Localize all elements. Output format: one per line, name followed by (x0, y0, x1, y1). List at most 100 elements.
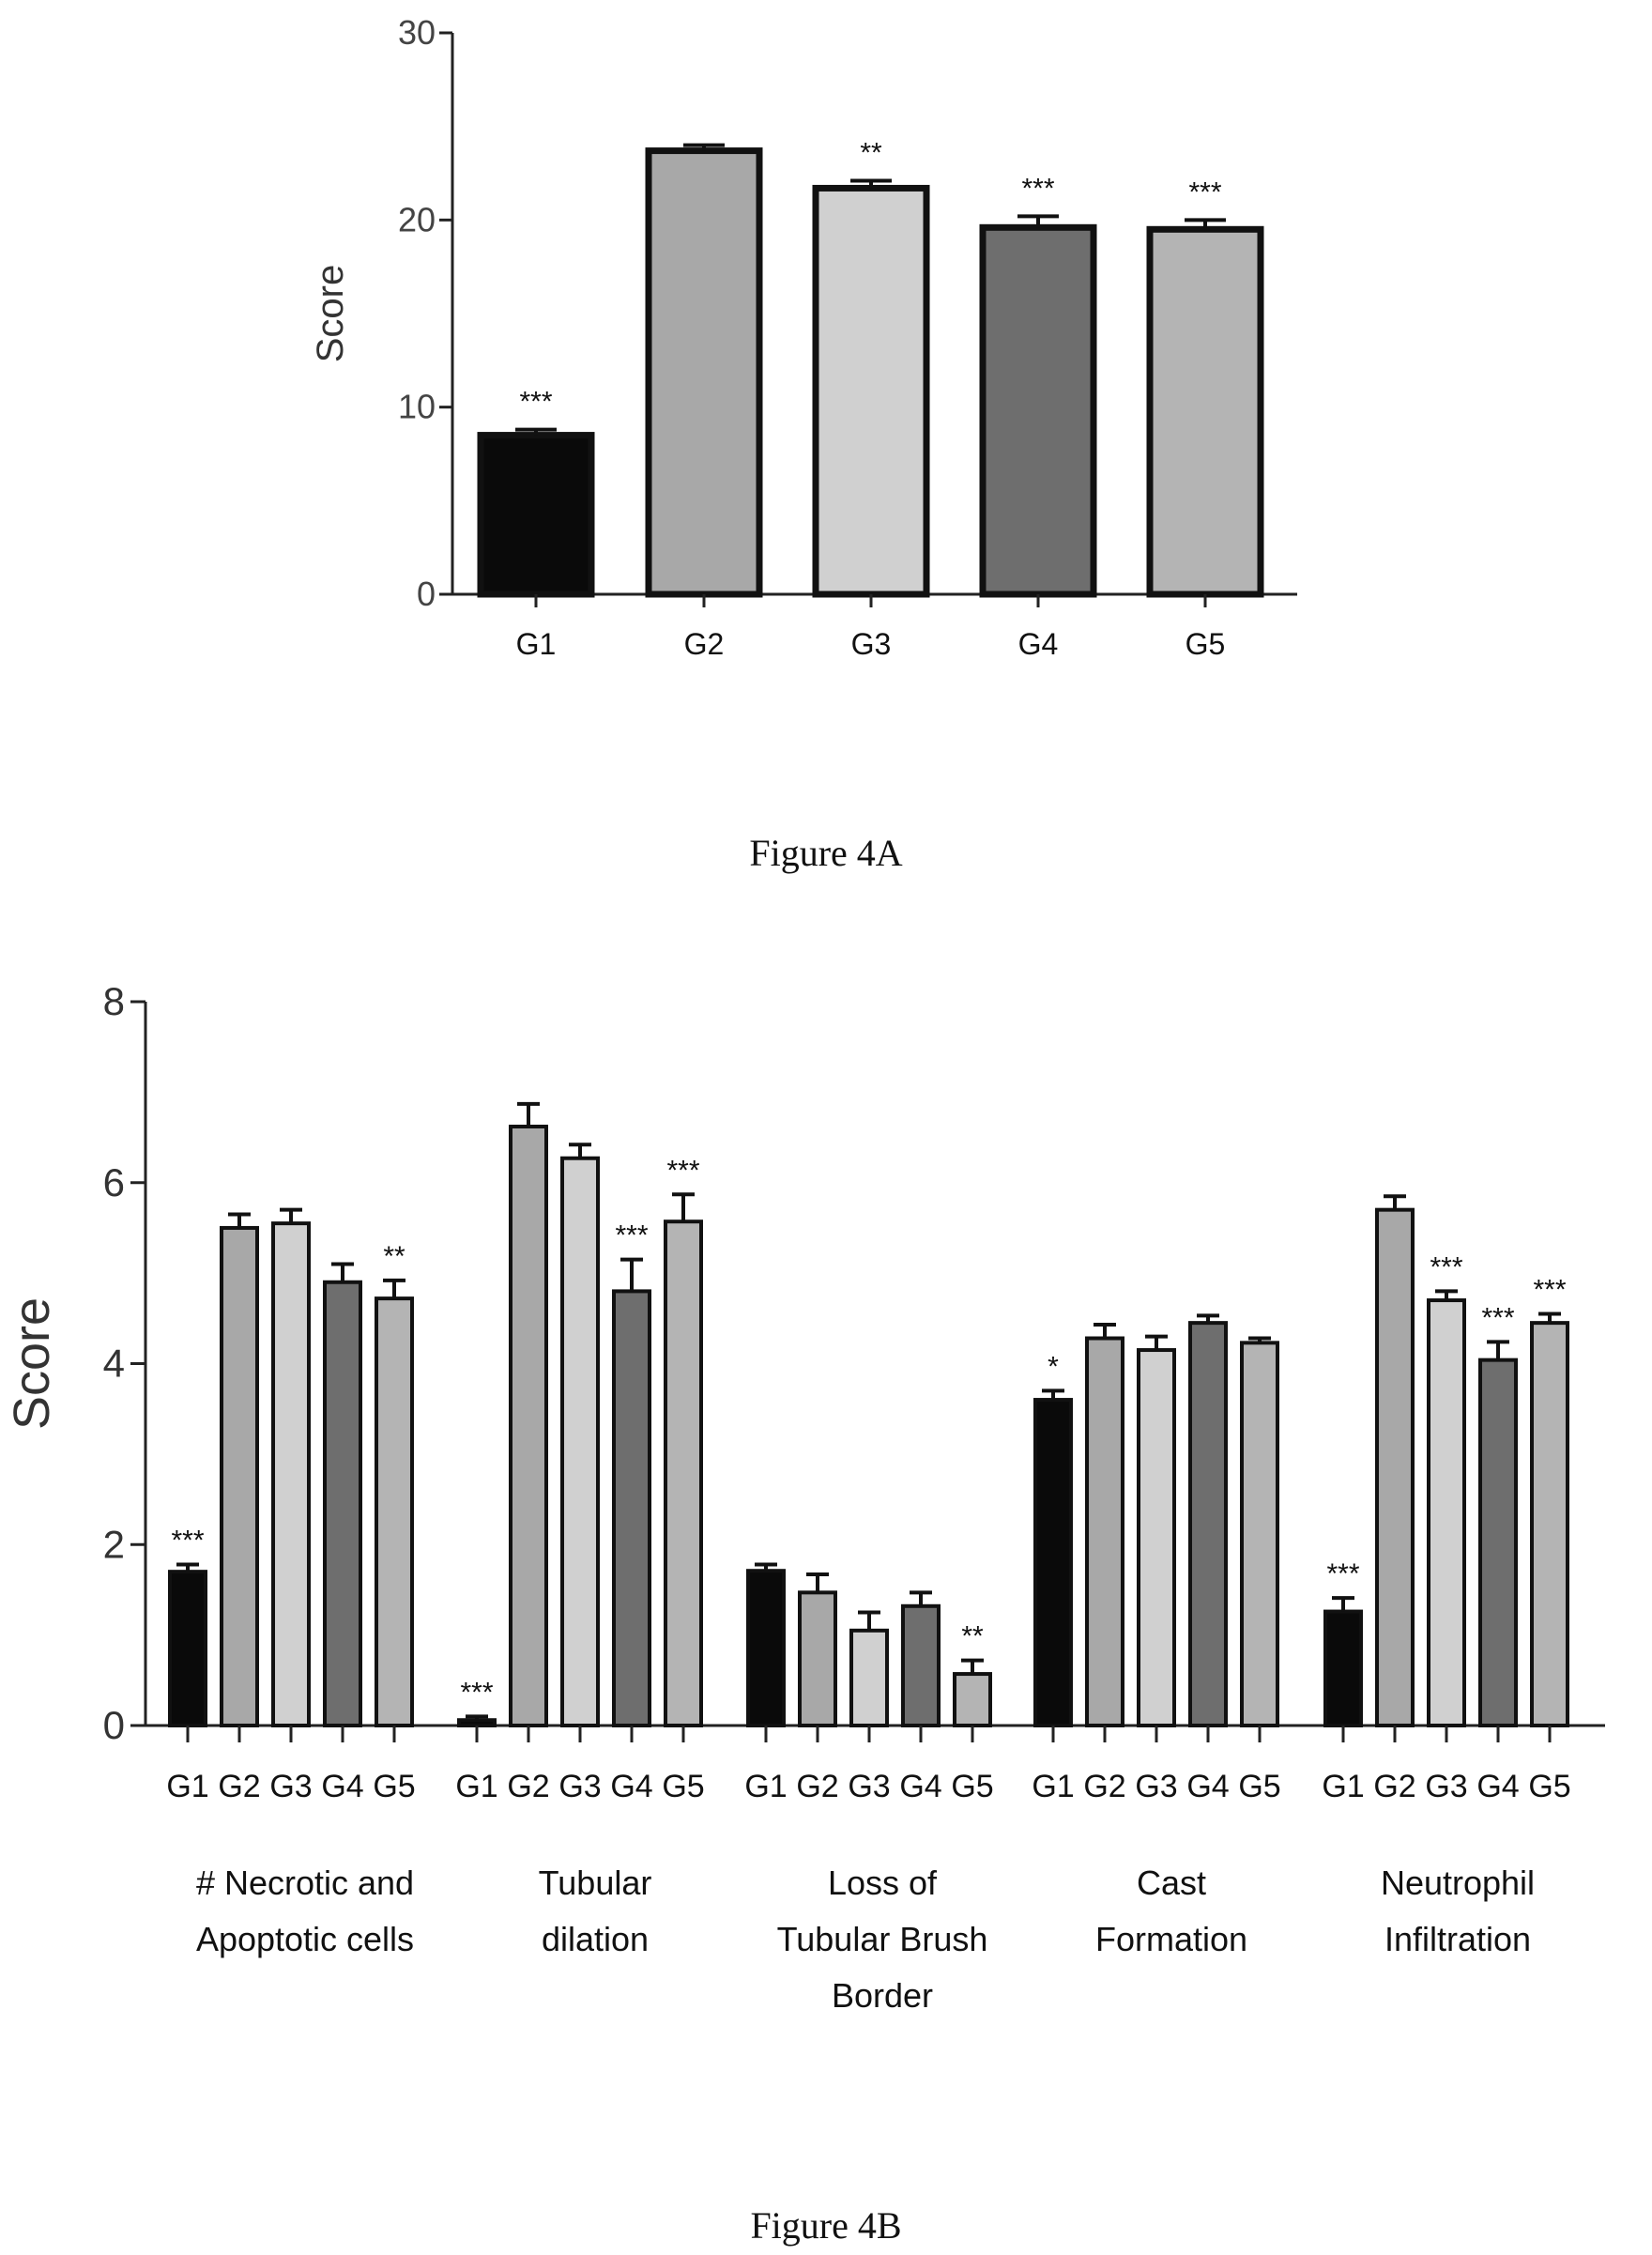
bar-group3-g2 (798, 1590, 837, 1727)
x-tick-label: G1 (1322, 1769, 1364, 1804)
y-tick-label: 10 (398, 388, 436, 426)
x-tick-label: G5 (951, 1769, 993, 1804)
significance-label: * (1048, 1351, 1059, 1382)
bar-group3-g5 (953, 1672, 992, 1728)
x-tick-label: G5 (1185, 627, 1226, 661)
bar-group5-g5 (1530, 1321, 1569, 1727)
significance-label: *** (171, 1525, 204, 1556)
x-tick-label: G1 (744, 1769, 787, 1804)
y-axis-title: Score (310, 265, 351, 363)
significance-label: *** (1430, 1251, 1462, 1282)
y-tick-label: 2 (103, 1522, 125, 1566)
significance-label: *** (1188, 176, 1221, 207)
x-tick-label: G1 (455, 1769, 497, 1804)
group-label-line: Apoptotic cells (196, 1920, 414, 1958)
y-tick-label: 30 (398, 13, 436, 52)
x-tick-label: G4 (321, 1769, 363, 1804)
bar-group3-g3 (849, 1628, 889, 1728)
bar-group4-g3 (1137, 1348, 1176, 1727)
bar-group1-g2 (220, 1225, 259, 1727)
bar-group3-g4 (901, 1603, 941, 1728)
group-label-line: Tubular (539, 1864, 652, 1902)
bar-group2-g1 (457, 1718, 497, 1728)
bar-group1-g5 (375, 1296, 414, 1727)
bar-g4 (979, 223, 1097, 598)
y-tick-label: 0 (103, 1703, 125, 1747)
x-tick-label: G3 (1135, 1769, 1177, 1804)
x-tick-label: G5 (373, 1769, 415, 1804)
x-tick-label: G2 (507, 1769, 549, 1804)
x-tick-label: G2 (1083, 1769, 1125, 1804)
x-tick-label: G1 (166, 1769, 208, 1804)
bar-group1-g1 (168, 1570, 207, 1727)
bar-g5 (1146, 225, 1264, 598)
significance-label: *** (460, 1677, 493, 1708)
group-label-line: Infiltration (1384, 1920, 1531, 1958)
significance-label: *** (1481, 1302, 1514, 1333)
x-tick-label: G1 (1032, 1769, 1074, 1804)
x-tick-label: G5 (1528, 1769, 1570, 1804)
significance-label: *** (1533, 1274, 1566, 1305)
x-tick-label: G3 (269, 1769, 312, 1804)
bar-group1-g4 (323, 1280, 362, 1727)
group-label-line: # Necrotic and (196, 1864, 414, 1902)
group-label-line: Neutrophil (1381, 1864, 1535, 1902)
x-tick-label: G1 (516, 627, 557, 661)
x-tick-label: G4 (1476, 1769, 1519, 1804)
bar-group5-g3 (1427, 1298, 1466, 1727)
significance-label: *** (615, 1220, 648, 1251)
x-tick-label: G5 (662, 1769, 704, 1804)
group-label-line: Tubular Brush (777, 1920, 988, 1958)
bar-group5-g4 (1478, 1358, 1518, 1728)
y-tick-label: 6 (103, 1160, 125, 1204)
bar-group2-g5 (664, 1220, 703, 1728)
y-tick-label: 8 (103, 979, 125, 1023)
x-tick-label: G5 (1238, 1769, 1280, 1804)
group-label-line: dilation (542, 1920, 649, 1958)
x-tick-label: G3 (848, 1769, 890, 1804)
significance-label: *** (666, 1155, 699, 1186)
bar-group4-g4 (1188, 1321, 1228, 1727)
bar-group4-g5 (1240, 1341, 1279, 1727)
chart-4a: 0 10 20 30 Score G1 *** G2 G3 ** G4 *** G5 *** (310, 13, 1297, 661)
y-axis-title: Score (4, 1297, 60, 1430)
significance-label: ** (383, 1241, 405, 1272)
significance-label: *** (1021, 173, 1054, 204)
caption-figure-4a: Figure 4A (749, 832, 902, 874)
significance-label: *** (519, 387, 552, 418)
group-label-line: Loss of (828, 1864, 938, 1902)
x-tick-label: G3 (558, 1769, 601, 1804)
bar-group2-g2 (509, 1124, 548, 1728)
y-tick-label: 4 (103, 1342, 125, 1386)
x-tick-label: G4 (1186, 1769, 1229, 1804)
x-tick-label: G2 (1373, 1769, 1415, 1804)
bar-group2-g3 (560, 1156, 600, 1727)
bar-group3-g1 (746, 1569, 786, 1727)
caption-figure-4b: Figure 4B (750, 2204, 901, 2247)
group-label-line: Formation (1095, 1920, 1247, 1958)
significance-label: ** (961, 1621, 984, 1652)
group-label-line: Border (832, 1976, 933, 2015)
x-tick-label: G2 (684, 627, 725, 661)
significance-label: *** (1326, 1558, 1359, 1589)
bar-group1-g3 (271, 1221, 311, 1727)
bar-group2-g4 (612, 1289, 651, 1728)
x-tick-label: G2 (218, 1769, 260, 1804)
x-tick-label: G4 (899, 1769, 941, 1804)
bar-group4-g1 (1033, 1398, 1073, 1728)
y-tick-label: 0 (417, 575, 436, 613)
bar-group5-g2 (1375, 1207, 1415, 1727)
x-tick-label: G4 (610, 1769, 652, 1804)
group-label-line: Cast (1137, 1864, 1206, 1902)
x-tick-label: G2 (796, 1769, 838, 1804)
y-tick-label: 20 (398, 200, 436, 238)
x-tick-label: G4 (1018, 627, 1059, 661)
bar-g1 (477, 432, 595, 598)
bar-g2 (645, 147, 763, 598)
x-tick-label: G3 (1425, 1769, 1467, 1804)
bar-group4-g2 (1085, 1336, 1124, 1727)
x-tick-label: G3 (851, 627, 892, 661)
bar-group5-g1 (1323, 1609, 1363, 1728)
